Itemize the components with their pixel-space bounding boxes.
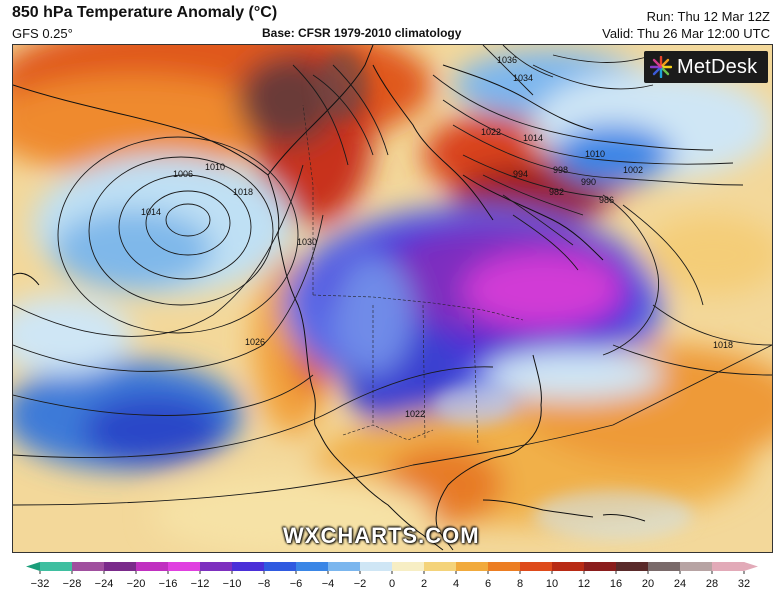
isobar-label: 998: [553, 165, 568, 175]
isobar-label: 994: [513, 169, 528, 179]
colorbar-cell: [200, 562, 233, 571]
isobar-label: 1018: [233, 187, 253, 197]
colorbar-cell: [712, 562, 745, 571]
colorbar-tick-label: 0: [389, 578, 395, 590]
colorbar-cell: [296, 562, 329, 571]
anomaly-map: 1006 1010 1014 1018 1022 1026 1030 1034 …: [12, 44, 773, 553]
colorbar-tick-label: −4: [322, 578, 335, 590]
metdesk-starburst-icon: [650, 56, 672, 78]
colorbar-tick-label: −2: [354, 578, 367, 590]
isobar-label: 1006: [173, 169, 193, 179]
isobar-label: 986: [599, 195, 614, 205]
isobar-label: 990: [581, 177, 596, 187]
colorbar-cell: [680, 562, 713, 571]
colorbar-cells: [26, 562, 758, 571]
run-time-label: Run: Thu 12 Mar 12Z: [646, 9, 770, 24]
colorbar-tick-label: 28: [706, 578, 718, 590]
valid-time-label: Valid: Thu 26 Mar 12:00 UTC: [602, 26, 770, 41]
colorbar-right-arrow: [744, 562, 758, 571]
colorbar-cell: [424, 562, 457, 571]
colorbar-tick-label: −6: [290, 578, 303, 590]
colorbar-cell: [648, 562, 681, 571]
isobar-label: 1014: [141, 207, 161, 217]
colorbar-cell: [584, 562, 617, 571]
isobar-label: 1002: [623, 165, 643, 175]
watermark: WXCHARTS.COM: [283, 523, 480, 548]
coastlines: [13, 45, 646, 551]
isobar-label: 1018: [713, 340, 733, 350]
colorbar-cell: [488, 562, 521, 571]
isobar-label: 1026: [245, 337, 265, 347]
colorbar-tick-label: 16: [610, 578, 622, 590]
isobar-label: 1022: [405, 409, 425, 419]
colorbar-cell: [104, 562, 137, 571]
colorbar-ticks: −32 −28 −24 −20 −16 −12 −10 −8 −6 −4 −2 0 2 4 6 8 10 12 16…: [31, 571, 750, 590]
colorbar-tick-label: 6: [485, 578, 491, 590]
colorbar-tick-label: 24: [674, 578, 686, 590]
colorbar-cell: [136, 562, 169, 571]
colorbar-tick-label: 32: [738, 578, 750, 590]
isobar-label: 1036: [497, 55, 517, 65]
colorbar-tick-label: −12: [191, 578, 210, 590]
climatology-base-label: Base: CFSR 1979-2010 climatology: [262, 26, 462, 40]
colorbar-tick-label: 20: [642, 578, 654, 590]
colorbar-tick-label: 2: [421, 578, 427, 590]
metdesk-logo: MetDesk: [644, 51, 768, 83]
colorbar-cell: [456, 562, 489, 571]
colorbar-tick-label: −28: [63, 578, 82, 590]
isobar-label: 982: [549, 187, 564, 197]
isobar-label: 1010: [205, 162, 225, 172]
colorbar: −32 −28 −24 −20 −16 −12 −10 −8 −6 −4 −2 0 2 4 6 8 10 12 16…: [26, 562, 758, 590]
colorbar-cell: [232, 562, 265, 571]
colorbar-tick-label: 10: [546, 578, 558, 590]
map-canvas: 1006 1010 1014 1018 1022 1026 1030 1034 …: [13, 45, 772, 552]
colorbar-cell: [552, 562, 585, 571]
colorbar-cell: [40, 562, 73, 571]
colorbar-cell: [72, 562, 105, 571]
isobar-label: 1030: [297, 237, 317, 247]
isobar-label: 1010: [585, 149, 605, 159]
anomaly-field: [13, 45, 772, 552]
colorbar-tick-label: −20: [127, 578, 146, 590]
isobar-labels: 1006 1010 1014 1018 1022 1026 1030 1034 …: [141, 55, 733, 419]
isobar-label: 1014: [523, 133, 543, 143]
colorbar-cell: [360, 562, 393, 571]
colorbar-cell: [520, 562, 553, 571]
isobars: [13, 45, 772, 506]
colorbar-cell: [616, 562, 649, 571]
isobar-label: 1022: [481, 127, 501, 137]
colorbar-cell: [168, 562, 201, 571]
model-label: GFS 0.25°: [12, 26, 73, 41]
colorbar-cell: [328, 562, 361, 571]
colorbar-cell: [264, 562, 297, 571]
colorbar-tick-label: −24: [95, 578, 114, 590]
colorbar-tick-label: −8: [258, 578, 271, 590]
colorbar-cell: [392, 562, 425, 571]
colorbar-tick-label: −10: [223, 578, 242, 590]
colorbar-tick-label: 8: [517, 578, 523, 590]
political-borders: [302, 104, 524, 446]
colorbar-tick-label: 4: [453, 578, 459, 590]
isobar-label: 1034: [513, 73, 533, 83]
chart-title: 850 hPa Temperature Anomaly (°C): [12, 4, 278, 21]
colorbar-tick-label: −16: [159, 578, 178, 590]
logo-text: MetDesk: [677, 55, 758, 78]
colorbar-tick-label: 12: [578, 578, 590, 590]
colorbar-tick-label: −32: [31, 578, 50, 590]
colorbar-left-arrow: [26, 562, 40, 571]
